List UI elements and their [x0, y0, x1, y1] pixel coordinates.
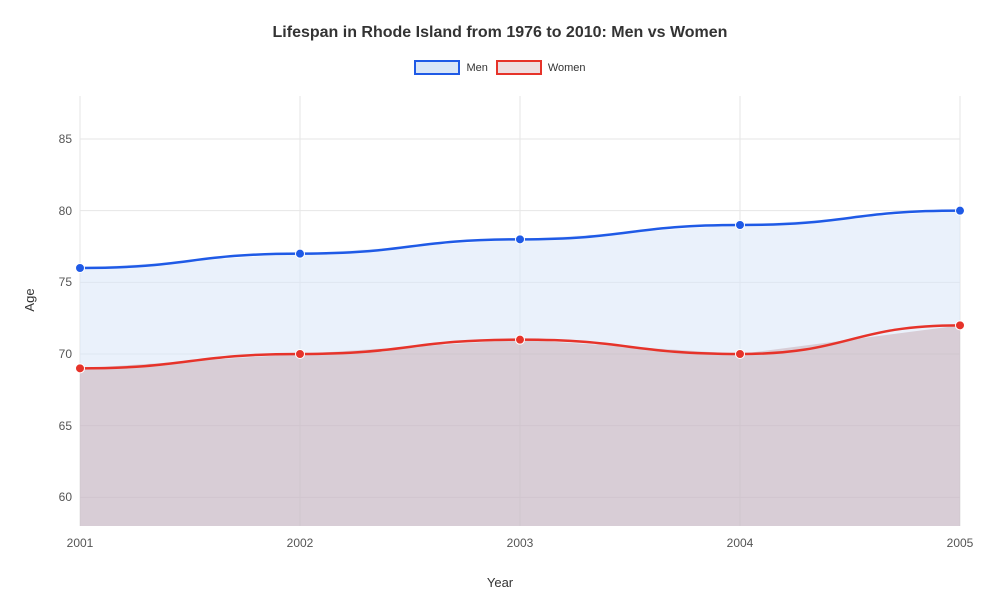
y-tick: 75	[59, 275, 72, 289]
y-tick: 65	[59, 419, 72, 433]
chart-plot	[0, 0, 1000, 600]
y-tick: 80	[59, 204, 72, 218]
x-tick: 2003	[507, 536, 534, 550]
y-tick: 70	[59, 347, 72, 361]
x-tick: 2004	[727, 536, 754, 550]
x-tick: 2002	[287, 536, 314, 550]
x-tick: 2001	[67, 536, 94, 550]
y-tick: 60	[59, 490, 72, 504]
y-tick: 85	[59, 132, 72, 146]
x-tick: 2005	[947, 536, 974, 550]
